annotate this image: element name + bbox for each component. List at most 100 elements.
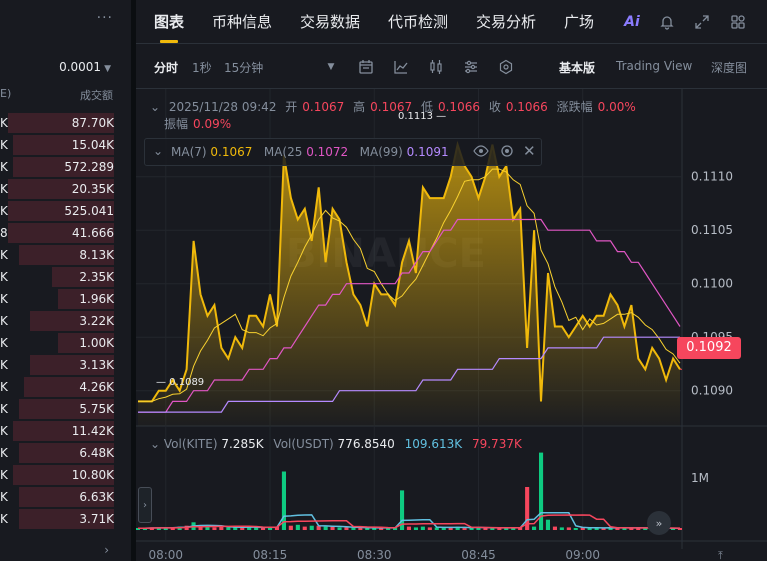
- trade-row-amount: K: [0, 468, 8, 482]
- scroll-left-button[interactable]: ›: [138, 487, 152, 523]
- trade-row[interactable]: K 4.26K: [0, 376, 131, 398]
- tab-square[interactable]: 广场: [564, 13, 595, 31]
- interval-line[interactable]: 分时: [154, 61, 179, 75]
- volume-bar: [580, 527, 585, 530]
- chart-toolbar: 分时 1秒 15分钟 ▼ 基本版 Trading View 深度图: [136, 45, 767, 89]
- y-tick-label: 0.1100: [691, 277, 733, 291]
- trade-row-total: 20.35K: [71, 182, 114, 196]
- ohlc-open-label: 开: [285, 100, 298, 114]
- ma99-line: [138, 336, 680, 413]
- trade-row[interactable]: K 87.70K: [0, 112, 131, 134]
- bell-icon[interactable]: [657, 12, 677, 32]
- volume-bar: [365, 528, 370, 530]
- chevron-right-icon[interactable]: ›: [104, 543, 109, 557]
- collapse-icon[interactable]: ⌄: [150, 100, 161, 114]
- order-book-panel: ··· 0.0001 ▼ E) 成交额 K 87.70K K 15.04K K 572.28…: [0, 0, 131, 561]
- volume-bar: [358, 527, 363, 530]
- x-tick-label: 08:45: [461, 548, 496, 561]
- volume-bar: [406, 526, 411, 530]
- volume-bar: [455, 526, 460, 530]
- interval-dropdown-icon[interactable]: ▼: [327, 62, 335, 72]
- view-tradingview[interactable]: Trading View: [616, 59, 693, 73]
- trade-row[interactable]: K 10.80K: [0, 464, 131, 486]
- depth-bar: [18, 443, 114, 463]
- depth-bar: [13, 135, 114, 155]
- trade-row-amount: K: [0, 292, 8, 306]
- eye-icon[interactable]: [473, 143, 489, 162]
- ai-icon[interactable]: Ai: [624, 14, 640, 30]
- collapse-icon[interactable]: ⌄: [153, 144, 164, 158]
- panel-divider[interactable]: [131, 0, 136, 561]
- volume-bar: [309, 525, 314, 530]
- trade-row[interactable]: K 6.48K: [0, 442, 131, 464]
- close-icon[interactable]: ✕: [523, 142, 536, 160]
- precision-select[interactable]: 0.0001 ▼: [59, 60, 111, 74]
- gear-icon[interactable]: [499, 143, 515, 162]
- trade-row[interactable]: K 8.13K: [0, 244, 131, 266]
- indicator-icon[interactable]: [392, 58, 410, 76]
- interval-1s[interactable]: 1秒: [192, 61, 212, 75]
- chart-svg[interactable]: 0.11100.11050.11000.10950.109008:0008:15…: [136, 89, 767, 561]
- trade-row-amount: K: [0, 490, 8, 504]
- view-basic[interactable]: 基本版: [559, 61, 596, 75]
- trade-row[interactable]: K 3.13K: [0, 354, 131, 376]
- ma7-line: [138, 168, 681, 402]
- tab-trade-analysis[interactable]: 交易分析: [476, 13, 537, 31]
- trade-row[interactable]: K 1.96K: [0, 288, 131, 310]
- trade-row[interactable]: K 5.75K: [0, 398, 131, 420]
- trade-row-amount: K: [0, 358, 8, 372]
- trade-row[interactable]: K 6.63K: [0, 486, 131, 508]
- depth-bar: [13, 157, 114, 177]
- tab-trade-data[interactable]: 交易数据: [300, 13, 361, 31]
- trade-row[interactable]: K 3.22K: [0, 310, 131, 332]
- x-tick-label: 08:15: [253, 548, 288, 561]
- trade-row[interactable]: K 525.041: [0, 200, 131, 222]
- volume-bar: [226, 527, 231, 530]
- candle-type-icon[interactable]: [427, 58, 445, 76]
- volume-bar: [233, 527, 238, 530]
- trade-row[interactable]: K 20.35K: [0, 178, 131, 200]
- trade-row[interactable]: K 1.00K: [0, 332, 131, 354]
- calendar-icon[interactable]: [357, 58, 375, 76]
- trade-row[interactable]: K 15.04K: [0, 134, 131, 156]
- trade-row[interactable]: K 11.42K: [0, 420, 131, 442]
- ma99-value: 0.1091: [406, 145, 449, 159]
- trade-row[interactable]: 8 41.666: [0, 222, 131, 244]
- grid-icon[interactable]: [728, 12, 748, 32]
- volume-bar: [434, 527, 439, 530]
- tab-chart[interactable]: 图表: [154, 13, 185, 31]
- tab-token-check[interactable]: 代币检测: [388, 13, 449, 31]
- view-depth[interactable]: 深度图: [711, 61, 748, 75]
- volume-bar: [372, 527, 377, 530]
- reset-axis-icon[interactable]: ⤒: [718, 549, 723, 561]
- trade-row[interactable]: K 3.71K: [0, 508, 131, 530]
- volume-bar: [573, 528, 578, 530]
- volume-bar: [261, 528, 266, 530]
- scroll-to-latest-button[interactable]: »: [647, 511, 671, 535]
- trade-row-total: 15.04K: [71, 138, 114, 152]
- tab-bar: 图表 币种信息 交易数据 代币检测 交易分析 广场 Ai: [136, 0, 767, 44]
- interval-15m[interactable]: 15分钟: [224, 61, 264, 75]
- volume-bar: [469, 528, 474, 530]
- collapse-icon[interactable]: ⌄: [150, 437, 161, 451]
- volume-readout: ⌄ Vol(KITE) 7.285K Vol(USDT) 776.8540 10…: [150, 437, 522, 451]
- tab-coin-info[interactable]: 币种信息: [212, 13, 273, 31]
- x-tick-label: 09:00: [565, 548, 600, 561]
- volume-bar: [601, 528, 606, 530]
- trade-row[interactable]: K 572.289: [0, 156, 131, 178]
- trade-row-total: 1.96K: [79, 292, 114, 306]
- trade-row[interactable]: K 2.35K: [0, 266, 131, 288]
- volume-bar: [219, 526, 224, 530]
- volume-bar: [351, 528, 356, 530]
- vol-value: 7.285K: [221, 437, 264, 451]
- price-chart[interactable]: 0.11100.11050.11000.10950.109008:0008:15…: [136, 89, 767, 561]
- trade-row-amount: K: [0, 116, 8, 130]
- drawing-tools-icon[interactable]: [497, 58, 515, 76]
- depth-bar: [30, 355, 114, 375]
- volume-bar: [400, 490, 405, 530]
- trade-row-total: 6.48K: [79, 446, 114, 460]
- settings-sliders-icon[interactable]: [462, 58, 480, 76]
- expand-icon[interactable]: [692, 12, 712, 32]
- more-icon[interactable]: ···: [96, 10, 113, 26]
- ohlc-low-label: 低: [420, 100, 433, 114]
